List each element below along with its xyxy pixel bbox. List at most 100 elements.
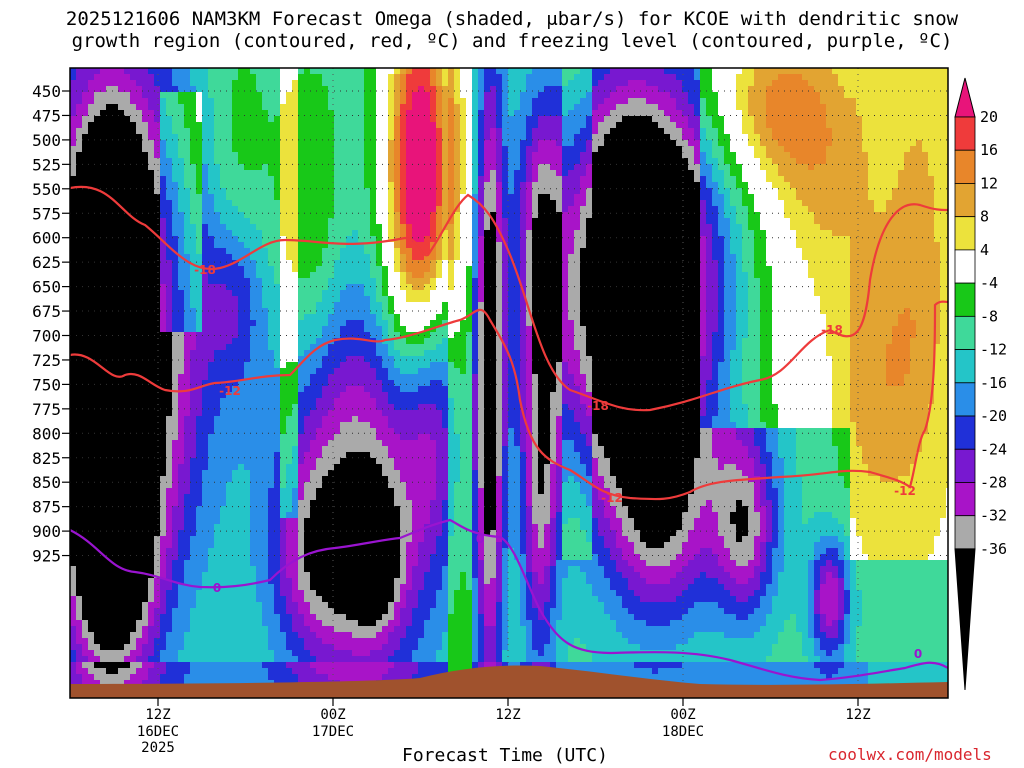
omega-cell [322, 458, 329, 465]
omega-cell [238, 146, 245, 153]
omega-cell [334, 470, 341, 477]
omega-cell [262, 476, 269, 483]
omega-cell [322, 566, 329, 573]
omega-cell [100, 254, 107, 261]
omega-cell [76, 314, 83, 321]
omega-cell [244, 290, 251, 297]
omega-cell [220, 428, 227, 435]
omega-cell [232, 554, 239, 561]
omega-cell [268, 128, 275, 135]
omega-cell [88, 530, 95, 537]
omega-cell [310, 398, 317, 405]
omega-cell [238, 584, 245, 591]
omega-cell [310, 554, 317, 561]
omega-cell [274, 248, 281, 255]
omega-cell [184, 350, 191, 357]
omega-cell [100, 506, 107, 513]
omega-cell [178, 392, 185, 399]
omega-cell [136, 128, 143, 135]
omega-cell [316, 302, 323, 309]
omega-cell [106, 74, 113, 81]
omega-cell [340, 290, 347, 297]
omega-cell [268, 224, 275, 231]
omega-cell [112, 680, 119, 687]
omega-cell [172, 86, 179, 93]
omega-cell [142, 608, 149, 615]
omega-cell [130, 242, 137, 249]
omega-cell [226, 470, 233, 477]
omega-cell [334, 116, 341, 123]
omega-cell [298, 392, 305, 399]
omega-cell [70, 392, 77, 399]
omega-cell [184, 320, 191, 327]
omega-cell [238, 116, 245, 123]
omega-cell [262, 596, 269, 603]
omega-cell [280, 164, 287, 171]
omega-cell [304, 494, 311, 501]
omega-cell [268, 548, 275, 555]
omega-cell [328, 614, 335, 621]
omega-cell [328, 308, 335, 315]
omega-cell [268, 86, 275, 93]
omega-cell [82, 620, 89, 627]
omega-cell [136, 680, 143, 687]
omega-cell [202, 620, 209, 627]
omega-cell [148, 158, 155, 165]
omega-cell [82, 140, 89, 147]
omega-cell [196, 590, 203, 597]
omega-cell [298, 452, 305, 459]
omega-cell [262, 86, 269, 93]
omega-cell [118, 458, 125, 465]
omega-cell [100, 152, 107, 159]
omega-cell [232, 392, 239, 399]
omega-cell [112, 416, 119, 423]
omega-cell [226, 176, 233, 183]
omega-cell [238, 398, 245, 405]
omega-cell [250, 644, 257, 651]
omega-cell [298, 494, 305, 501]
omega-cell [130, 170, 137, 177]
omega-cell [130, 122, 137, 129]
omega-cell [304, 422, 311, 429]
omega-cell [322, 308, 329, 315]
omega-cell [250, 134, 257, 141]
omega-cell [310, 194, 317, 201]
omega-cell [274, 422, 281, 429]
omega-cell [280, 260, 287, 267]
omega-cell [160, 518, 167, 525]
omega-cell [298, 626, 305, 633]
omega-cell [328, 236, 335, 243]
omega-cell [280, 572, 287, 579]
omega-cell [106, 98, 113, 105]
omega-cell [124, 170, 131, 177]
omega-cell [136, 326, 143, 333]
omega-cell [316, 200, 323, 207]
omega-cell [178, 116, 185, 123]
omega-cell [166, 392, 173, 399]
omega-cell [334, 428, 341, 435]
omega-cell [214, 308, 221, 315]
omega-cell [232, 626, 239, 633]
omega-cell [136, 392, 143, 399]
omega-cell [244, 194, 251, 201]
omega-cell [184, 410, 191, 417]
omega-cell [250, 284, 257, 291]
omega-cell [286, 98, 293, 105]
omega-cell [100, 248, 107, 255]
omega-cell [76, 488, 83, 495]
omega-cell [70, 638, 77, 645]
omega-cell [172, 638, 179, 645]
omega-cell [262, 668, 269, 675]
omega-cell [250, 542, 257, 549]
omega-cell [334, 356, 341, 363]
omega-cell [304, 380, 311, 387]
omega-cell [316, 104, 323, 111]
omega-cell [304, 92, 311, 99]
omega-cell [286, 584, 293, 591]
omega-cell [112, 332, 119, 339]
omega-cell [214, 494, 221, 501]
omega-cell [100, 578, 107, 585]
omega-cell [160, 278, 167, 285]
omega-cell [154, 164, 161, 171]
omega-cell [286, 572, 293, 579]
